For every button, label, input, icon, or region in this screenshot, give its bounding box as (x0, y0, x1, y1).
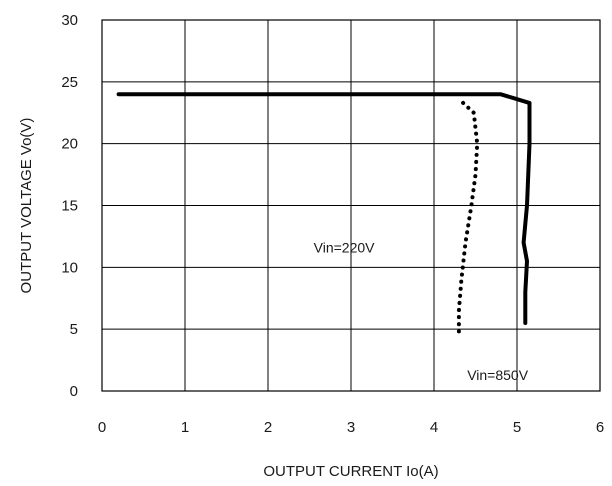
x-tick-label: 1 (181, 419, 189, 436)
grid (102, 20, 600, 391)
series-line-vin-220v (456, 100, 480, 334)
y-tick-label: 5 (70, 321, 78, 338)
series-group (116, 92, 532, 334)
y-tick-label: 15 (61, 198, 78, 215)
x-tick-label: 6 (596, 419, 604, 436)
annotation-vin-850: Vin=850V (467, 367, 529, 383)
x-tick-label: 2 (264, 419, 272, 436)
x-tick-label: 4 (430, 419, 438, 436)
x-axis-ticks: 0 1 2 3 4 5 6 (98, 419, 604, 436)
y-axis-ticks: 0 5 10 15 20 25 30 (61, 12, 78, 400)
y-tick-label: 0 (70, 383, 78, 400)
x-tick-label: 3 (347, 419, 355, 436)
series-line-vin-850v (116, 92, 532, 325)
y-tick-label: 30 (61, 12, 78, 29)
y-tick-label: 25 (61, 74, 78, 91)
plot-frame (101, 19, 601, 392)
annotation-vin-220: Vin=220V (314, 239, 376, 255)
y-tick-label: 20 (61, 136, 78, 153)
x-tick-label: 0 (98, 419, 106, 436)
x-tick-label: 5 (513, 419, 521, 436)
y-axis-title: OUTPUT VOLTAGE Vo(V) (18, 118, 35, 294)
x-axis-title: OUTPUT CURRENT Io(A) (263, 463, 438, 480)
y-tick-label: 10 (61, 259, 78, 276)
